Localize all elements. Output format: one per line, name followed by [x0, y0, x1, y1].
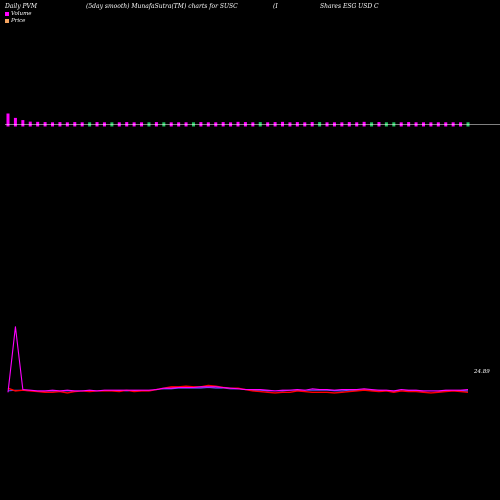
volume-bar	[362, 121, 366, 127]
volume-bar	[281, 121, 285, 127]
chart-title-middle: (5day smooth) MunafaSutra(TM) charts for…	[86, 3, 238, 10]
volume-bar	[13, 117, 17, 127]
price-lines	[7, 326, 469, 394]
legend-volume-label: Volume	[11, 11, 32, 17]
volume-bar	[21, 120, 25, 127]
volume-bar	[6, 113, 10, 127]
volume-bar	[236, 121, 240, 127]
legend-price-label: Price	[11, 18, 26, 24]
legend-volume: Volume	[5, 11, 32, 17]
pvm-line	[7, 326, 469, 393]
chart-title-left: Daily PVM	[5, 3, 38, 10]
legend-price: Price	[5, 18, 25, 24]
volume-bar	[28, 121, 32, 127]
legend-volume-swatch	[5, 11, 9, 16]
legend-price-swatch	[5, 18, 9, 23]
volume-bar	[36, 121, 40, 127]
last-price-label: 24.89	[474, 369, 490, 375]
chart-title-right-b: Shares ESG USD C	[320, 3, 379, 10]
chart-title-right-a: (I	[273, 3, 278, 10]
